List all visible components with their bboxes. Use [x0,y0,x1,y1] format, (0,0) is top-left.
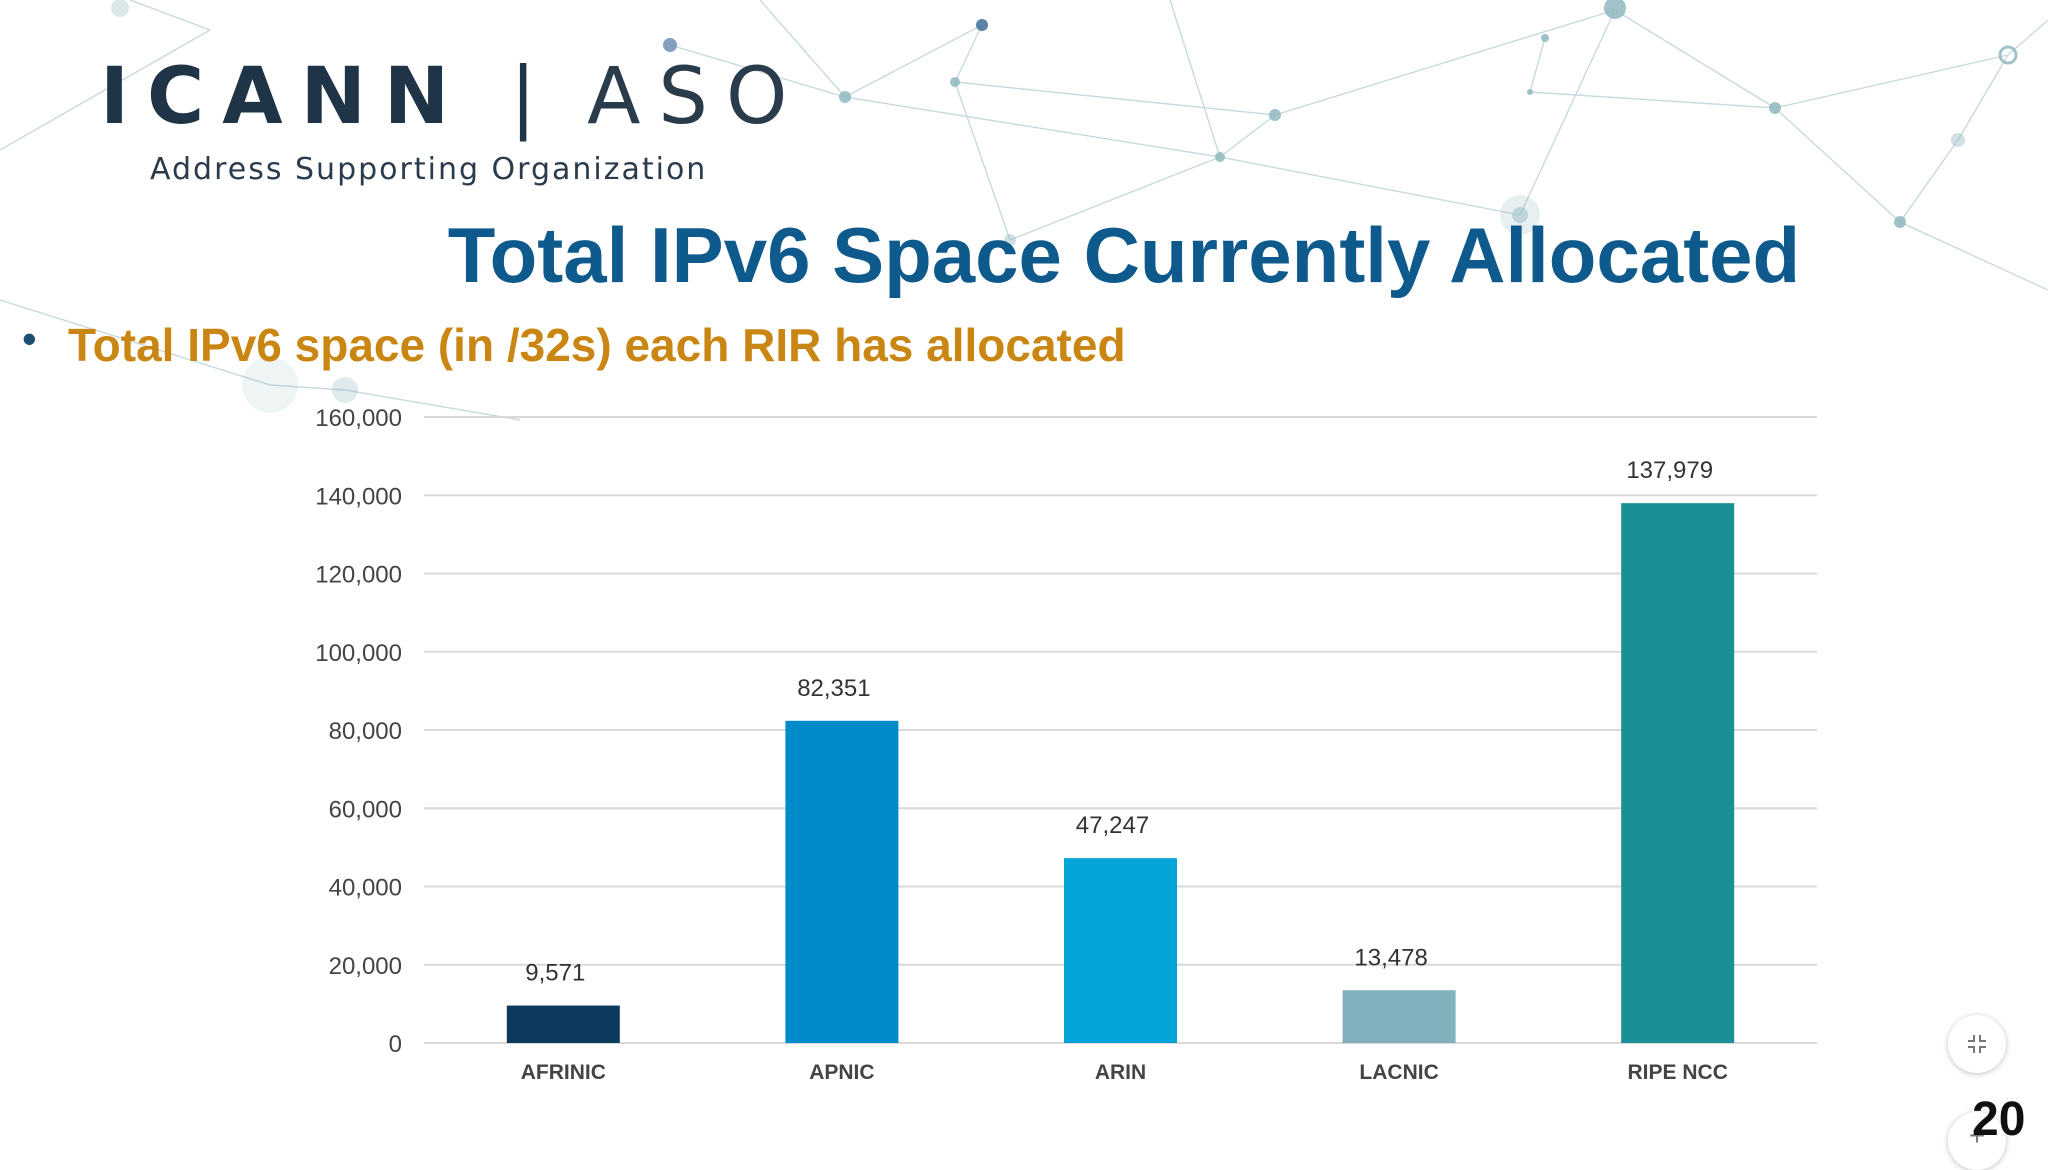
collapse-button[interactable] [1948,1015,2006,1073]
logo-separator: | [510,52,545,142]
y-tick-label: 140,000 [315,483,402,510]
bullet-text: Total IPv6 space (in /32s) each RIR has … [68,319,1126,371]
x-tick-label: AFRINIC [521,1061,606,1084]
data-label: 13,478 [1354,944,1427,971]
y-tick-label: 60,000 [329,796,402,823]
data-label: 9,571 [525,960,585,987]
x-tick-label: RIPE NCC [1628,1061,1728,1084]
logo-aso-text: ASO [587,52,806,142]
page-number: 20 [1972,1093,2026,1146]
icann-aso-logo: ICANN | ASO [100,52,805,142]
bar [785,720,899,1043]
x-tick-label: ARIN [1095,1061,1146,1084]
y-tick-label: 160,000 [315,405,402,432]
data-label: 47,247 [1076,812,1149,839]
bar [1064,858,1177,1043]
slide-title: Total IPv6 Space Currently Allocated [447,211,1801,299]
y-tick-label: 20,000 [329,953,402,980]
y-tick-label: 80,000 [329,718,402,745]
data-label: 137,979 [1626,457,1713,484]
y-tick-label: 40,000 [329,875,402,902]
bar [1342,990,1456,1043]
logo-icann-text: ICANN [100,52,468,142]
plus-icon: + [1968,1120,1986,1151]
logo-subtitle: Address Supporting Organization [150,152,708,187]
x-tick-label: APNIC [809,1061,874,1084]
y-tick-label: 100,000 [315,640,402,667]
collapse-icon [1968,1035,1986,1053]
bar [506,1005,620,1043]
x-tick-label: LACNIC [1359,1061,1438,1084]
data-label: 82,351 [797,675,870,702]
bullet-dot-icon: • [22,315,37,362]
y-tick-label: 0 [389,1031,402,1058]
y-tick-label: 120,000 [315,562,402,589]
bar [1621,503,1735,1043]
